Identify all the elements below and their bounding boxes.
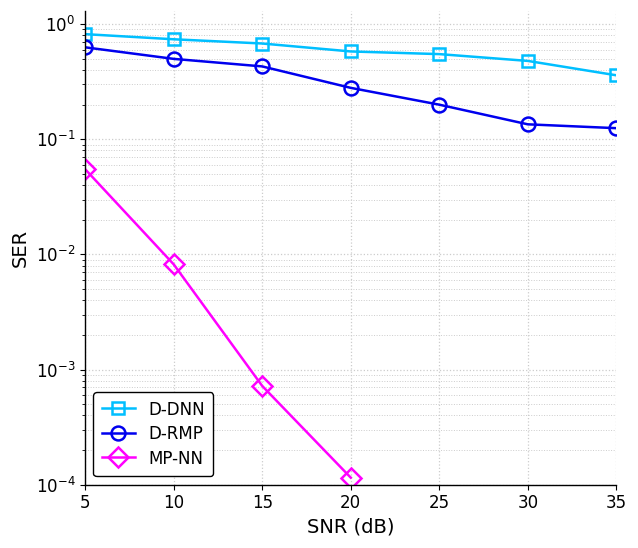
D-DNN [170, 36, 177, 43]
D-DNN [258, 40, 266, 47]
D-RMP [258, 63, 266, 70]
Legend: D-DNN, D-RMP, MP-NN: D-DNN, D-RMP, MP-NN [94, 392, 214, 476]
X-axis label: SNR (dB): SNR (dB) [307, 518, 394, 537]
D-DNN [436, 51, 443, 58]
MP-NN [347, 475, 355, 481]
Line: D-RMP: D-RMP [78, 41, 623, 135]
D-RMP [524, 121, 531, 128]
Y-axis label: SER: SER [11, 229, 30, 267]
D-RMP [347, 84, 355, 91]
MP-NN [258, 383, 266, 389]
D-DNN [524, 58, 531, 64]
D-RMP [170, 55, 177, 62]
Line: D-DNN: D-DNN [80, 28, 622, 81]
D-DNN [81, 31, 89, 37]
D-DNN [612, 72, 620, 78]
MP-NN [170, 261, 177, 267]
MP-NN [81, 166, 89, 173]
D-RMP [612, 125, 620, 132]
D-DNN [347, 48, 355, 55]
D-RMP [81, 44, 89, 50]
Line: MP-NN: MP-NN [78, 162, 358, 484]
D-RMP [436, 101, 443, 108]
